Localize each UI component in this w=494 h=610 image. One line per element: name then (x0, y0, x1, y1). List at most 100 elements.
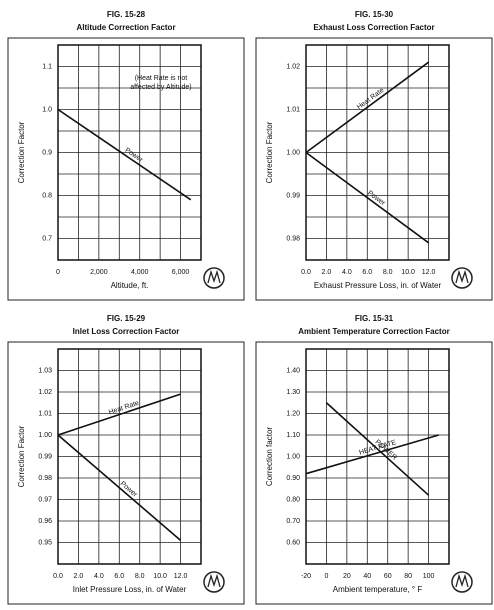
figure-number: FIG. 15-29 (107, 314, 146, 323)
logo-mark (455, 573, 469, 588)
x-tick-label: 0 (324, 573, 328, 580)
x-tick-label: -20 (301, 573, 311, 580)
y-tick-label: 0.7 (42, 235, 52, 242)
x-tick-label: 4,000 (131, 269, 149, 276)
y-tick-label: 1.0 (42, 106, 52, 113)
panel-box (7, 341, 245, 605)
y-tick-label: 1.02 (286, 63, 300, 70)
logo-mark (207, 269, 221, 284)
data-line (305, 61, 430, 154)
x-tick-label: 2.0 (74, 573, 84, 580)
line-label: Heat Rate (356, 87, 386, 111)
data-line (305, 151, 430, 244)
data-line (57, 108, 192, 201)
logo-ring (451, 267, 473, 289)
y-tick-label: 0.97 (38, 496, 52, 503)
x-axis-label: Exhaust Pressure Loss, in. of Water (314, 281, 442, 290)
figure-number: FIG. 15-28 (107, 10, 146, 19)
y-axis-label: Correction Factor (17, 425, 26, 487)
chart-title: Exhaust Loss Correction Factor (313, 23, 434, 32)
plot-frame (57, 348, 202, 565)
annotation: affected by Altitude) (130, 84, 191, 91)
x-tick-label: 0 (56, 269, 60, 276)
x-tick-label: 6,000 (172, 269, 190, 276)
chart-panel: FIG. 15-28 Altitude Correction Factor 0 2,0… (7, 10, 245, 301)
panel-box (7, 37, 245, 301)
x-tick-label: 0.0 (53, 573, 63, 580)
x-tick-label: 12.0 (174, 573, 188, 580)
figure-number: FIG. 15-30 (355, 10, 394, 19)
logo-ring (203, 571, 225, 593)
y-tick-label: 1.10 (286, 432, 300, 439)
y-tick-label: 1.01 (38, 410, 52, 417)
y-tick-label: 0.8 (42, 192, 52, 199)
logo-mark (455, 269, 469, 284)
y-tick-label: 0.60 (286, 539, 300, 546)
y-tick-label: 0.99 (38, 453, 52, 460)
y-tick-label: 0.9 (42, 149, 52, 156)
logo-mark (207, 573, 221, 588)
x-tick-label: 100 (423, 573, 435, 580)
line-label: Heat Rate (108, 400, 140, 417)
plot-frame (305, 348, 450, 565)
y-tick-label: 1.30 (286, 389, 300, 396)
annotation: (Heat Rate is not (135, 75, 188, 82)
x-tick-label: 8.0 (135, 573, 145, 580)
chart-panel: FIG. 15-31 Ambient Temperature Correction… (255, 314, 493, 605)
y-axis-label: Correction factor (265, 427, 274, 486)
y-tick-label: 1.1 (42, 63, 52, 70)
y-tick-label: 0.70 (286, 518, 300, 525)
y-tick-label: 0.99 (286, 192, 300, 199)
logo (451, 571, 473, 593)
chart-title: Ambient Temperature Correction Factor (298, 327, 449, 336)
panel-box (255, 341, 493, 605)
logo-ring (203, 267, 225, 289)
logo (203, 571, 225, 593)
data-line (325, 402, 430, 496)
y-tick-label: 0.98 (38, 475, 52, 482)
logo (203, 267, 225, 289)
panel-box (255, 37, 493, 301)
chart-panel: FIG. 15-30 Exhaust Loss Correction Factor… (255, 10, 493, 301)
x-axis-label: Ambient temperature, ° F (333, 585, 423, 594)
x-tick-label: 2,000 (90, 269, 108, 276)
y-tick-label: 1.00 (38, 432, 52, 439)
x-tick-label: 10.0 (401, 269, 415, 276)
y-tick-label: 1.00 (286, 453, 300, 460)
chart-panel: FIG. 15-29 Inlet Loss Correction Factor 0.… (7, 314, 245, 605)
x-tick-label: 0.0 (301, 269, 311, 276)
x-tick-label: 12.0 (422, 269, 436, 276)
y-axis-label: Correction Factor (17, 121, 26, 183)
x-tick-label: 4.0 (94, 573, 104, 580)
y-tick-label: 1.02 (38, 389, 52, 396)
logo (451, 267, 473, 289)
chart-title: Inlet Loss Correction Factor (73, 327, 180, 336)
x-tick-label: 80 (404, 573, 412, 580)
y-tick-label: 0.98 (286, 235, 300, 242)
x-tick-label: 6.0 (114, 573, 124, 580)
chart-title: Altitude Correction Factor (76, 23, 175, 32)
y-axis-label: Correction Factor (265, 121, 274, 183)
x-tick-label: 20 (343, 573, 351, 580)
data-line (57, 393, 181, 436)
figure-number: FIG. 15-31 (355, 314, 394, 323)
y-tick-label: 1.01 (286, 106, 300, 113)
x-axis-label: Inlet Pressure Loss, in. of Water (73, 585, 187, 594)
y-tick-label: 1.20 (286, 410, 300, 417)
data-line (57, 434, 182, 541)
y-tick-label: 0.95 (38, 539, 52, 546)
x-tick-label: 6.0 (362, 269, 372, 276)
y-tick-label: 1.03 (38, 367, 52, 374)
x-axis-label: Altitude, ft. (111, 281, 149, 290)
y-tick-label: 1.40 (286, 367, 300, 374)
plot-frame (57, 44, 202, 261)
x-tick-label: 8.0 (383, 269, 393, 276)
x-tick-label: 60 (384, 573, 392, 580)
y-tick-label: 0.80 (286, 496, 300, 503)
x-tick-label: 10.0 (153, 573, 167, 580)
x-tick-label: 4.0 (342, 269, 352, 276)
logo-ring (451, 571, 473, 593)
x-tick-label: 40 (363, 573, 371, 580)
data-line (305, 434, 440, 475)
